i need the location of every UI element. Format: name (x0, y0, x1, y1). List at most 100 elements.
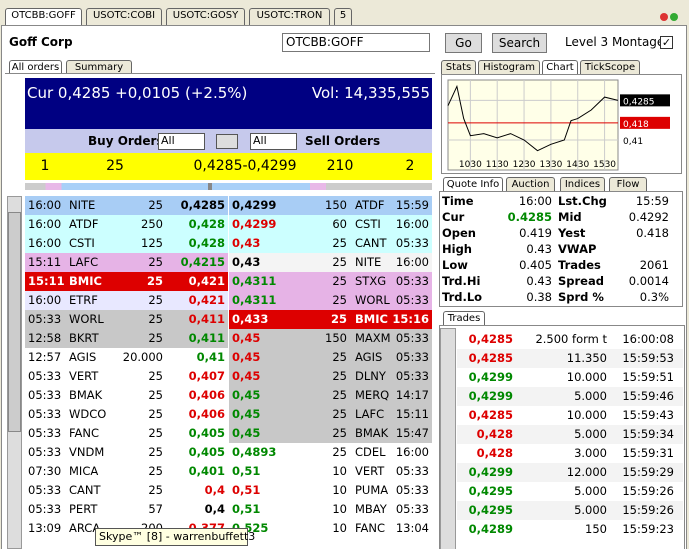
trade-row: 0,4299 5.000 15:59:46 (457, 387, 683, 406)
symbol-input[interactable]: OTCBB:GOFF (282, 33, 430, 52)
buy-order-row[interactable]: 16:00 ATDF 250 0,428 (25, 215, 228, 234)
order-size: 150 (325, 331, 347, 345)
y-tick-label: 0,418 (623, 120, 649, 130)
sell-order-row[interactable]: 0,45 25 AGIS 05:33 (229, 348, 432, 367)
sell-order-row[interactable]: 0,45 25 BMAK 15:47 (229, 424, 432, 443)
sell-order-row[interactable]: 0,433 25 BMIC 15:16 (229, 310, 432, 329)
trade-price: 0,4285 (468, 408, 513, 422)
order-time: 16:00 (28, 217, 62, 231)
quote-tab[interactable]: Flow (609, 177, 647, 191)
buy-order-row[interactable]: 05:33 BMAK 25 0,406 (25, 386, 228, 405)
symbol-tab[interactable]: 5 (334, 8, 352, 25)
quote-tab[interactable]: Quote Info (443, 177, 503, 191)
sell-order-row[interactable]: 0,4299 60 CSTI 16:00 (229, 215, 432, 234)
quote-label: Spread (558, 274, 604, 288)
close-icon[interactable] (660, 13, 668, 21)
buy-order-row[interactable]: 05:33 VNDM 25 0,405 (25, 443, 228, 462)
scroll-thumb[interactable] (8, 212, 21, 432)
buy-order-row[interactable]: 05:33 WORL 25 0,411 (25, 310, 228, 329)
quote-tab[interactable]: Auction (506, 177, 555, 191)
market-maker: ETRF (69, 293, 98, 307)
symbol-tab[interactable]: USOTC:COBI (86, 8, 162, 25)
order-size: 25 (148, 426, 163, 440)
buy-order-row[interactable]: 15:11 LAFC 25 0,4215 (25, 253, 228, 272)
trades-tab[interactable]: Trades (443, 311, 485, 325)
sell-order-row[interactable]: 0,51 10 PUMA 05:33 (229, 481, 432, 500)
order-time: 15:11 (395, 407, 429, 421)
buy-order-row[interactable]: 05:33 WDCO 25 0,406 (25, 405, 228, 424)
buy-order-row[interactable]: 15:11 BMIC 25 0,421 (25, 272, 228, 291)
order-time: 05:33 (395, 236, 429, 250)
sell-order-row[interactable]: 0,525 10 FANC 13:04 (229, 519, 432, 538)
link-icon[interactable] (216, 134, 238, 149)
panel-tab[interactable]: TickScope (580, 60, 640, 74)
trade-row: 0,4299 12.000 15:59:29 (457, 463, 683, 482)
order-price: 0,45 (232, 350, 261, 364)
quote-label: Trd.Lo (442, 290, 483, 304)
view-tab[interactable]: Summary (66, 60, 132, 74)
panel-tab[interactable]: Stats (441, 60, 476, 74)
quote-label: Trd.Hi (442, 274, 481, 288)
trade-row: 0,428 5.000 15:59:34 (457, 425, 683, 444)
trades-scrollbar[interactable] (440, 328, 456, 549)
sell-order-row[interactable]: 0,4311 25 STXG 05:33 (229, 272, 432, 291)
sell-order-row[interactable]: 0,43 25 NITE 16:00 (229, 253, 432, 272)
order-time: 05:33 (395, 350, 429, 364)
buy-filter[interactable]: All (158, 133, 205, 150)
symbol-tab[interactable]: OTCBB:GOFF (5, 8, 82, 25)
buy-order-row[interactable]: 05:33 FANC 25 0,405 (25, 424, 228, 443)
order-size: 25 (332, 274, 347, 288)
buy-order-row[interactable]: 07:30 MICA 25 0,401 (25, 462, 228, 481)
buy-order-row[interactable]: 05:33 CANT 25 0,4 (25, 481, 228, 500)
buy-order-row[interactable]: 16:00 NITE 25 0,4285 (25, 196, 228, 215)
buy-order-row[interactable]: 05:33 PERT 57 0,4 (25, 500, 228, 519)
sell-order-row[interactable]: 0,45 25 MERQ 14:17 (229, 386, 432, 405)
buy-order-row[interactable]: 16:00 ETRF 25 0,421 (25, 291, 228, 310)
sell-order-row[interactable]: 0,45 150 MAXM 05:33 (229, 329, 432, 348)
symbol-tab[interactable]: USOTC:GOSY (166, 8, 245, 25)
symbol-tab[interactable]: USOTC:TRON (249, 8, 330, 25)
order-price: 0,45 (232, 331, 261, 345)
total-value: 0,4285-0,4299 (193, 158, 297, 174)
sell-order-row[interactable]: 0,4311 25 WORL 05:33 (229, 291, 432, 310)
market-maker: BMAK (69, 388, 103, 402)
panel-tab[interactable]: Chart (542, 60, 578, 74)
buy-order-row[interactable]: 05:33 VERT 25 0,407 (25, 367, 228, 386)
order-time: 05:33 (395, 293, 429, 307)
order-time: 12:57 (28, 350, 62, 364)
sell-order-row[interactable]: 0,4893 25 CDEL 16:00 (229, 443, 432, 462)
sell-order-row[interactable]: 0,45 25 LAFC 15:11 (229, 405, 432, 424)
order-price: 0,51 (232, 502, 261, 516)
sell-order-row[interactable]: 0,51 10 MBAY 05:33 (229, 500, 432, 519)
sell-order-row[interactable]: 0,45 25 DLNY 05:33 (229, 367, 432, 386)
go-button[interactable]: Go (445, 33, 482, 53)
restore-icon[interactable] (670, 13, 678, 21)
quote-label: Time (442, 194, 474, 208)
view-tab[interactable]: All orders (9, 60, 62, 74)
quote-tab[interactable]: Indices (560, 177, 605, 191)
total-value: 1 (40, 158, 50, 174)
market-maker: MAXM (355, 331, 391, 345)
buy-order-row[interactable]: 12:58 BKRT 25 0,411 (25, 329, 228, 348)
buy-order-row[interactable]: 16:00 CSTI 125 0,428 (25, 234, 228, 253)
order-time: 15:47 (395, 426, 429, 440)
trade-price: 0,4285 (468, 351, 513, 365)
panel-tab[interactable]: Histogram (478, 60, 540, 74)
trade-price: 0,4295 (468, 503, 513, 517)
montage-checkbox[interactable]: ✓ (660, 36, 673, 49)
sell-filter[interactable]: All (250, 133, 297, 150)
order-time: 14:17 (395, 388, 429, 402)
order-size: 25 (332, 407, 347, 421)
quote-value: 16:00 (518, 194, 552, 208)
quote-label: Mid (558, 210, 582, 224)
sell-order-row[interactable]: 0,43 25 CANT 05:33 (229, 234, 432, 253)
order-time: 16:00 (395, 217, 429, 231)
quote-value: 0.419 (519, 226, 552, 240)
sell-order-row[interactable]: 0,51 10 VERT 05:33 (229, 462, 432, 481)
quote-label: Lst.Chg (558, 194, 607, 208)
sell-order-row[interactable]: 0,4299 150 ATDF 15:59 (229, 196, 432, 215)
market-maker: MERQ (355, 388, 390, 402)
buy-order-row[interactable]: 12:57 AGIS 20.000 0,41 (25, 348, 228, 367)
trade-row: 0,4289 150 15:59:23 (457, 520, 683, 539)
search-button[interactable]: Search (492, 33, 547, 53)
